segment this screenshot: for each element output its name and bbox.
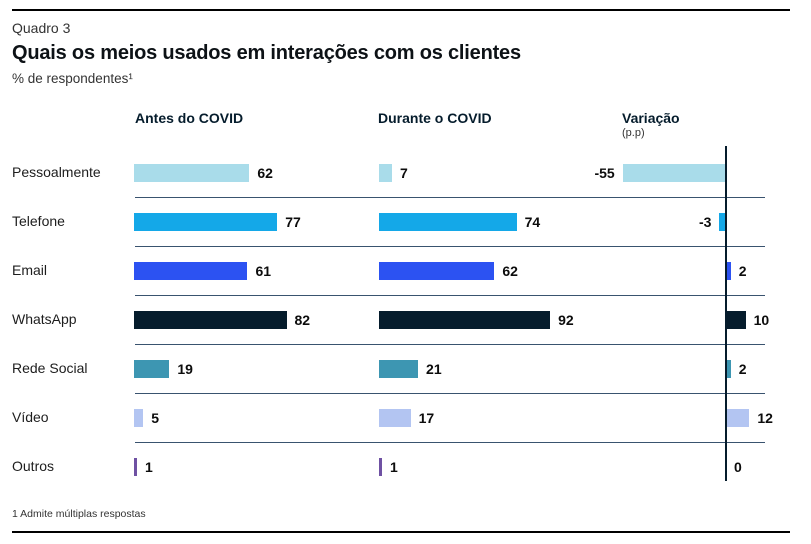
value-variacao: 2 [738,360,747,377]
value-durante: 7 [400,164,408,181]
value-antes: 5 [151,409,160,426]
bar-durante [379,359,419,378]
bar-variacao [622,163,725,182]
bar-variacao [727,359,731,378]
row-divider [135,294,765,296]
column-subheader-pp: (p.p) [622,127,645,139]
row-divider [135,196,765,198]
value-variacao: 10 [753,311,770,328]
value-durante: 92 [558,311,574,328]
bar-durante [379,408,411,427]
value-durante: 21 [426,360,442,377]
bottom-rule [12,531,790,533]
value-variacao: 0 [734,458,742,475]
value-durante: 62 [502,262,518,279]
variation-zero-axis [725,146,727,481]
value-antes: 62 [257,164,273,181]
bar-antes [134,261,248,280]
page-title: Quais os meios usados em interações com … [12,42,521,64]
bar-durante [379,212,517,231]
value-antes: 61 [255,262,272,279]
exhibit-number: Quadro 3 [12,20,71,36]
bar-variacao [727,261,731,280]
bar-durante [379,163,393,182]
row-label: Email [12,261,48,278]
bar-antes [134,359,170,378]
column-header-variacao: Variação [622,110,680,126]
value-variacao: 2 [738,262,747,279]
row-label: Telefone [12,212,65,229]
value-variacao: -55 [594,164,615,181]
row-divider [135,392,765,394]
column-header-durante: Durante o COVID [378,110,492,126]
row-label: WhatsApp [12,310,77,327]
row-divider [135,245,765,247]
row-label: Pessoalmente [12,163,101,180]
bar-variacao [719,212,725,231]
bar-variacao [727,310,746,329]
row-label: Outros [12,457,55,474]
top-rule [12,9,790,11]
value-variacao: -3 [698,213,712,230]
page-subtitle: % de respondentes¹ [12,71,133,86]
value-antes: 77 [285,213,301,230]
bar-durante [379,457,382,476]
value-variacao: 12 [757,409,773,426]
row-label: Rede Social [12,359,88,376]
value-antes: 82 [294,311,311,328]
bar-variacao [727,408,750,427]
row-label: Vídeo [12,408,49,425]
column-header-antes: Antes do COVID [135,110,244,126]
value-durante: 1 [390,458,398,475]
footnote: 1 Admite múltiplas respostas [12,508,146,520]
bar-antes [134,457,137,476]
value-antes: 19 [177,360,193,377]
bar-antes [134,310,287,329]
bar-antes [134,408,144,427]
row-divider [135,343,765,345]
row-divider [135,441,765,443]
value-durante: 17 [418,409,435,426]
bar-durante [379,261,495,280]
bar-durante [379,310,551,329]
value-durante: 74 [524,213,541,230]
bar-antes [134,212,278,231]
value-antes: 1 [145,458,153,475]
bar-antes [134,163,250,182]
